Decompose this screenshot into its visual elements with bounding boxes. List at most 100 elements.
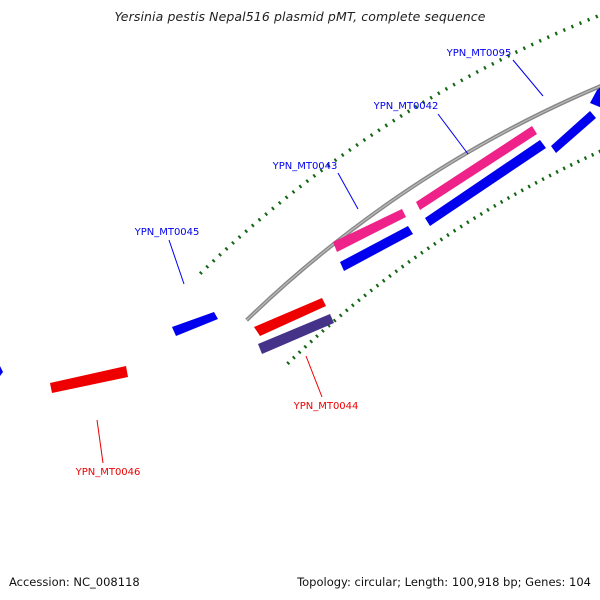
gene-label[interactable]: YPN_MT0043 [272,161,338,172]
gene-fwd-ypn-mt0045[interactable] [172,312,218,336]
gene-leader-line [168,239,185,285]
topology-summary: Topology: circular; Length: 100,918 bp; … [297,575,591,589]
outer-tick-dot [546,35,550,40]
outer-tick-dot [595,14,599,19]
outer-tick-dot [244,229,249,234]
outer-tick-dot [483,65,487,70]
outer-tick-dot [444,86,449,91]
outer-tick-dot [218,252,222,257]
inner-tick-dot [407,259,411,264]
outer-tick-dot [498,57,503,62]
inner-tick-dot [426,246,431,251]
outer-tick-dot [198,270,203,275]
inner-tick-dot [344,308,349,313]
gene-fwd-ypn-mt0043[interactable] [340,226,413,271]
gc-block-pink-2[interactable] [333,209,406,252]
inner-tick-dot [375,283,380,288]
inner-tick-dot [394,269,399,274]
outer-tick-dot [475,69,479,74]
gene-label[interactable]: YPN_MT0046 [75,467,141,478]
outer-tick-dot [562,28,566,33]
outer-tick-dot [506,53,511,58]
inner-tick-dot [499,199,504,204]
outer-tick-dot [452,82,456,87]
outer-tick-dot [250,223,255,228]
outer-tick-dot [377,128,381,133]
gene-leader-line [512,59,544,97]
outer-tick-dot [491,61,495,66]
outer-tick-dot [429,95,433,100]
inner-tick-dot [320,328,325,333]
outer-tick-dot [587,17,591,22]
inner-tick-dot [291,355,296,360]
inner-tick-dot [459,224,463,229]
gene-leader-line [96,419,104,464]
feature-layer [0,86,600,393]
inner-tick-dot [590,152,595,157]
gc-block-pink-1[interactable] [416,126,537,210]
outer-tick-dot [421,100,426,105]
outer-tick-dot [391,118,396,123]
label-layer: YPN_MT0095 YPN_MT0042 YPN_MT0043 YPN_MT0045… [75,48,544,478]
map-title: Yersinia pestis Nepal516 plasmid pMT, co… [114,9,486,24]
gene-body [254,298,326,336]
outer-tick-dot [224,246,229,251]
outer-tick-dot [305,179,310,184]
gene-body [425,140,546,226]
outer-tick-dot [554,31,558,36]
gc-block-dark[interactable] [258,314,334,354]
outer-tick-dot [578,21,583,26]
outer-tick-dot [538,38,542,43]
inner-tick-dot [452,228,457,233]
inner-tick-dot [479,211,484,217]
gene-label[interactable]: YPN_MT0045 [134,227,200,238]
inner-tick-dot [583,156,588,161]
outer-tick-dot [399,113,403,118]
inner-tick-dot [433,241,437,246]
outer-tick-dot [522,46,526,51]
outer-tick-dot [340,153,345,158]
inner-tick-dot [286,361,291,366]
gene-body [0,366,3,376]
outer-tick-dot [205,264,210,269]
inner-tick-dot [541,177,545,182]
inner-tick-dot [520,188,524,193]
inner-tick-dot [446,233,450,238]
inner-tick-dot [562,166,566,171]
gene-rev-ypn-mt0044[interactable] [254,298,326,336]
outer-tick-dot [257,217,262,222]
inner-tick-dot [527,184,531,189]
inner-tick-dot [338,313,343,318]
outer-tick-dot [384,123,389,128]
outer-tick-dot [406,109,411,114]
inner-tick-dot [576,159,580,164]
gene-label[interactable]: YPN_MT0044 [293,401,359,412]
inner-tick-dot [486,207,490,212]
inner-tick-dot [303,344,308,349]
inner-tick-dot [388,273,392,278]
ring-layer: 39 kbp40 kbp41 kbp42 kbp43 kbp44 kbp45 k… [198,14,600,366]
gene-leader-line [437,113,469,155]
inner-tick-dot [400,264,405,269]
gene-fwd-ypn-mt0095[interactable] [551,111,596,153]
gene-rev-ypn-mt0046[interactable] [50,366,128,393]
gene-body [340,226,413,271]
inner-tick-dot [363,293,367,298]
inner-tick-dot [548,173,552,178]
inner-tick-dot [332,318,337,323]
gene-fwd-ypn-mt0042[interactable] [425,140,546,226]
gene-fwd-edge-left[interactable] [0,366,3,376]
inner-tick-dot [357,298,361,303]
inner-tick-dot [297,350,302,355]
outer-tick-dot [319,168,324,173]
outer-tick-dot [355,142,359,147]
outer-tick-dot [333,158,338,163]
gene-fwd-edge[interactable] [590,86,600,108]
inner-tick-dot [555,169,559,174]
outer-tick-dot [514,50,519,55]
gene-label[interactable]: YPN_MT0095 [446,48,512,59]
gene-label[interactable]: YPN_MT0042 [373,101,439,112]
gene-body [416,126,537,210]
outer-tick-dot [460,78,464,83]
inner-tick-dot [420,250,424,255]
